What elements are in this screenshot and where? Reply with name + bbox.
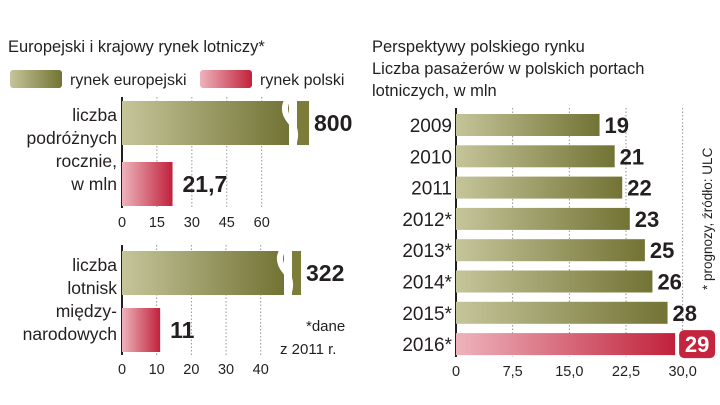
x-tick-label: 7,5 [503,364,523,380]
bar [456,176,623,199]
row-label: między- [56,301,117,321]
right-title-line3: lotniczych, w mln [372,82,497,100]
bar [456,301,668,324]
x-tick-label: 0 [118,362,126,378]
bar-highlight [456,333,676,356]
category-label: 2011 [411,179,452,200]
left-title: Europejski i krajowy rynek lotniczy* [8,38,265,56]
legend-label-polish: rynek polski [260,72,344,89]
value-label: 29 [685,332,709,357]
row-label: podróżnych [27,128,117,148]
value-label: 21 [620,144,644,169]
bar [456,239,645,262]
x-tick-label: 40 [253,362,269,378]
axis-break-mark [282,97,298,149]
bar-european-stub [297,101,309,145]
value-label: 19 [605,113,629,138]
category-label: 2016* [402,335,452,356]
row-label: liczba [72,105,117,125]
row-label: w mln [70,174,117,194]
value-label: 26 [657,270,681,295]
x-tick-label: 30,0 [669,364,697,380]
side-note: * prognozy, źródło: ULC [700,147,715,290]
row-label: narodowych [23,324,117,344]
x-tick-label: 20 [183,362,199,378]
value-label-european: 322 [306,260,344,286]
category-label: 2013* [402,241,452,262]
x-tick-label: 30 [184,215,200,231]
x-tick-label: 45 [219,215,235,231]
category-label: 2015* [402,304,452,325]
bar-european [122,251,284,295]
category-label: 2014* [402,273,452,294]
row-label: rocznie, [56,151,117,171]
value-label-polish: 21,7 [183,171,228,197]
bar-european [122,101,289,145]
bar [456,207,630,230]
left-footnote-line2: z 2011 r. [280,341,336,358]
bar [456,145,615,168]
chart-airports: 0 10 20 30 40 liczba lotnisk między-narodowych 3… [23,245,344,378]
right-title-line1: Perspektywy polskiego rynku [372,38,585,56]
category-label: 2009 [410,116,452,137]
legend-swatch-european [10,70,62,88]
x-tick-label: 10 [149,362,165,378]
left-footnote-line1: *dane [306,318,345,335]
value-label-polish: 11 [170,317,195,343]
bar-european-stub [292,251,301,295]
legend-label-european: rynek europejski [70,72,187,89]
value-label: 23 [635,207,659,232]
x-tick-label: 0 [452,364,460,380]
category-label: 2010 [410,147,452,168]
x-tick-label: 0 [118,215,126,231]
row-label: lotnisk [67,278,117,298]
x-tick-label: 15,0 [555,364,583,380]
chart-passengers: 0 7,5 15,0 22,5 30,0 2009 19 2010 21 2011 22 2012* 2… [402,108,716,380]
value-label-european: 800 [314,110,352,136]
bar-polish [122,308,161,352]
category-label: 2012* [402,210,452,231]
x-tick-label: 60 [254,215,270,231]
row-label: liczba [72,255,117,275]
value-badge [679,330,716,359]
right-title-line2: Liczba pasażerów w polskich portach [372,60,644,78]
value-label: 22 [627,176,651,201]
value-label: 25 [650,238,674,263]
chart-travelers: 0 15 30 45 60 liczba podróżnych rocznie, w mln 80… [27,97,352,231]
bar-polish [122,162,173,206]
bar [456,270,653,293]
x-tick-label: 15 [149,215,165,231]
x-tick-label: 22,5 [612,364,640,380]
axis-break-mark [277,247,293,299]
value-label: 28 [673,301,697,326]
legend-swatch-polish [200,70,252,88]
bar [456,114,600,136]
x-tick-label: 30 [218,362,234,378]
